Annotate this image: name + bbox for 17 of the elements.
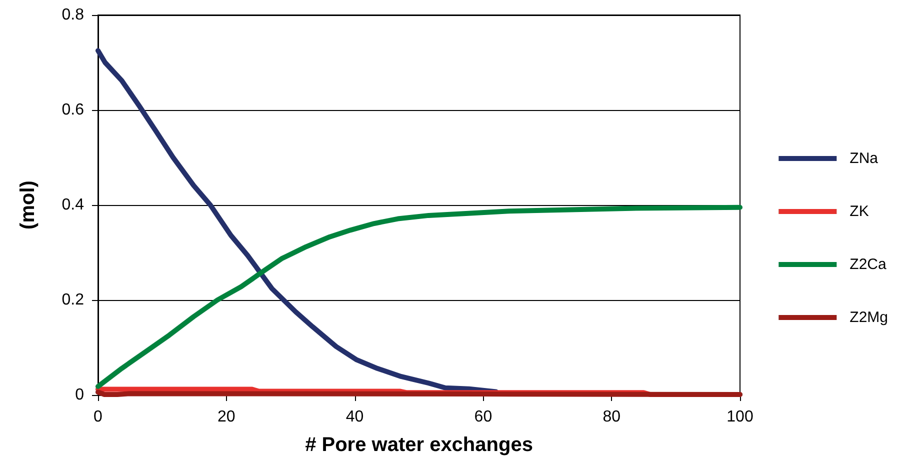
x-axis-title: # Pore water exchanges: [305, 434, 533, 456]
y-tick-label: 0.6: [62, 102, 84, 118]
legend-label: ZK: [850, 203, 869, 220]
x-tick-label: 80: [602, 408, 621, 426]
x-tick-label: 20: [218, 408, 236, 426]
x-tick-label: 100: [726, 408, 754, 426]
y-tick-label: 0.8: [62, 6, 84, 24]
y-tick-label: 0.4: [62, 196, 84, 214]
legend-label: ZNa: [850, 150, 879, 167]
y-tick-label: 0: [75, 386, 84, 404]
legend-label: Z2Mg: [850, 309, 888, 326]
x-tick-label: 60: [474, 408, 492, 426]
y-tick-label: 0.2: [62, 292, 84, 308]
legend-label: Z2Ca: [850, 256, 887, 273]
x-tick-label: 0: [94, 408, 103, 426]
x-tick-label: 40: [346, 408, 364, 426]
y-axis-title: (mol): [17, 180, 39, 230]
